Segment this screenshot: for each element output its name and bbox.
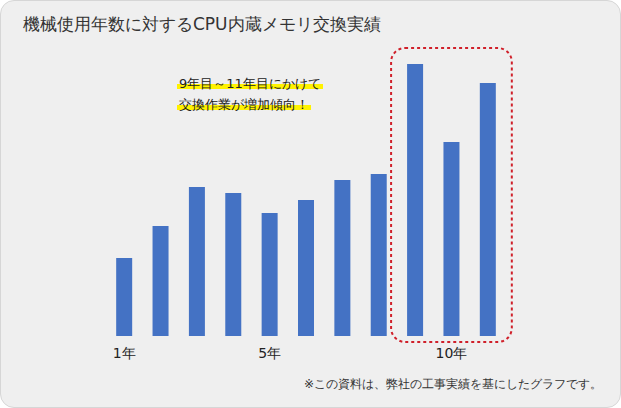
svg-text:1年: 1年 — [113, 345, 136, 361]
html-text:※この資料は、弊社の工事実績を基にしたグラフです。: ※この資料は、弊社の工事実績を基にしたグラフです。 — [303, 377, 602, 391]
html-text:機械使用年数に対するCPU内蔵メモリ交換実績: 機械使用年数に対するCPU内蔵メモリ交換実績 — [23, 14, 381, 34]
html-text:交換作業が増加傾向！: 交換作業が増加傾向！ — [179, 97, 309, 112]
svg-text:10年: 10年 — [436, 345, 468, 361]
html-text:9年目～11年目にかけて: 9年目～11年目にかけて — [179, 76, 321, 91]
svg-text:5年: 5年 — [258, 345, 281, 361]
